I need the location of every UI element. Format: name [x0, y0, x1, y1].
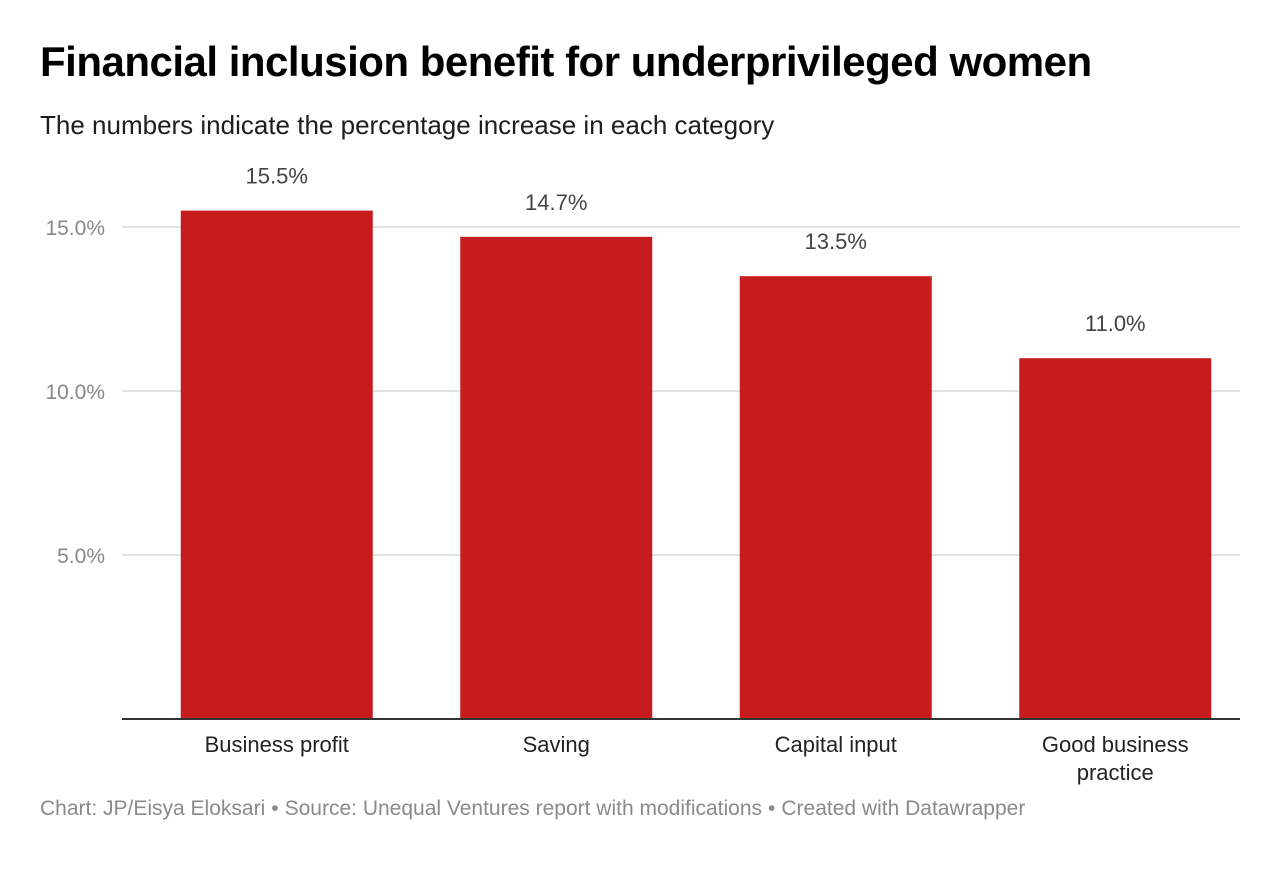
value-label: 15.5%: [246, 164, 308, 189]
category-label-line: practice: [1077, 760, 1154, 785]
category-label: Capital input: [775, 732, 897, 757]
category-label-line: Saving: [523, 732, 590, 757]
category-label-line: Business profit: [205, 732, 349, 757]
footer-separator: •: [271, 797, 279, 820]
bars: [180, 210, 1212, 719]
value-label: 14.7%: [525, 190, 587, 215]
chart-subtitle: The numbers indicate the percentage incr…: [40, 110, 775, 140]
footer-separator: •: [768, 797, 776, 820]
value-labels: 15.5% 14.7% 13.5% 11.0%: [246, 164, 1146, 337]
chart-footer: Chart: JP/Eisya Eloksari • Source: Unequal…: [40, 797, 1025, 821]
bar-chart: 5.0% 10.0% 15.0% 15.5% 14.7% 13.5% 11.0% Busi…: [45, 164, 1240, 785]
bar: [739, 276, 932, 719]
chart-source: Source: Unequal Ventures report with mod…: [284, 797, 763, 820]
value-label: 13.5%: [805, 229, 867, 254]
category-label-line: Good business: [1042, 732, 1189, 757]
bar: [1019, 358, 1212, 719]
category-label: Good business practice: [1042, 732, 1189, 785]
created-with: Created with Datawrapper: [781, 797, 1026, 820]
chart-credit: Chart: JP/Eisya Eloksari: [40, 797, 266, 820]
category-labels: Business profit Saving Capital input Good b…: [205, 732, 1189, 785]
bar: [180, 210, 373, 719]
category-label: Saving: [523, 732, 590, 757]
value-label: 11.0%: [1085, 311, 1146, 336]
y-tick-label: 10.0%: [45, 381, 105, 404]
chart-title: Financial inclusion benefit for underpri…: [40, 38, 1092, 85]
y-axis-tick-labels: 5.0% 10.0% 15.0%: [45, 217, 105, 568]
y-tick-label: 15.0%: [45, 217, 105, 240]
category-label: Business profit: [205, 732, 349, 757]
category-label-line: Capital input: [775, 732, 897, 757]
y-tick-label: 5.0%: [57, 545, 105, 568]
bar: [460, 236, 653, 719]
